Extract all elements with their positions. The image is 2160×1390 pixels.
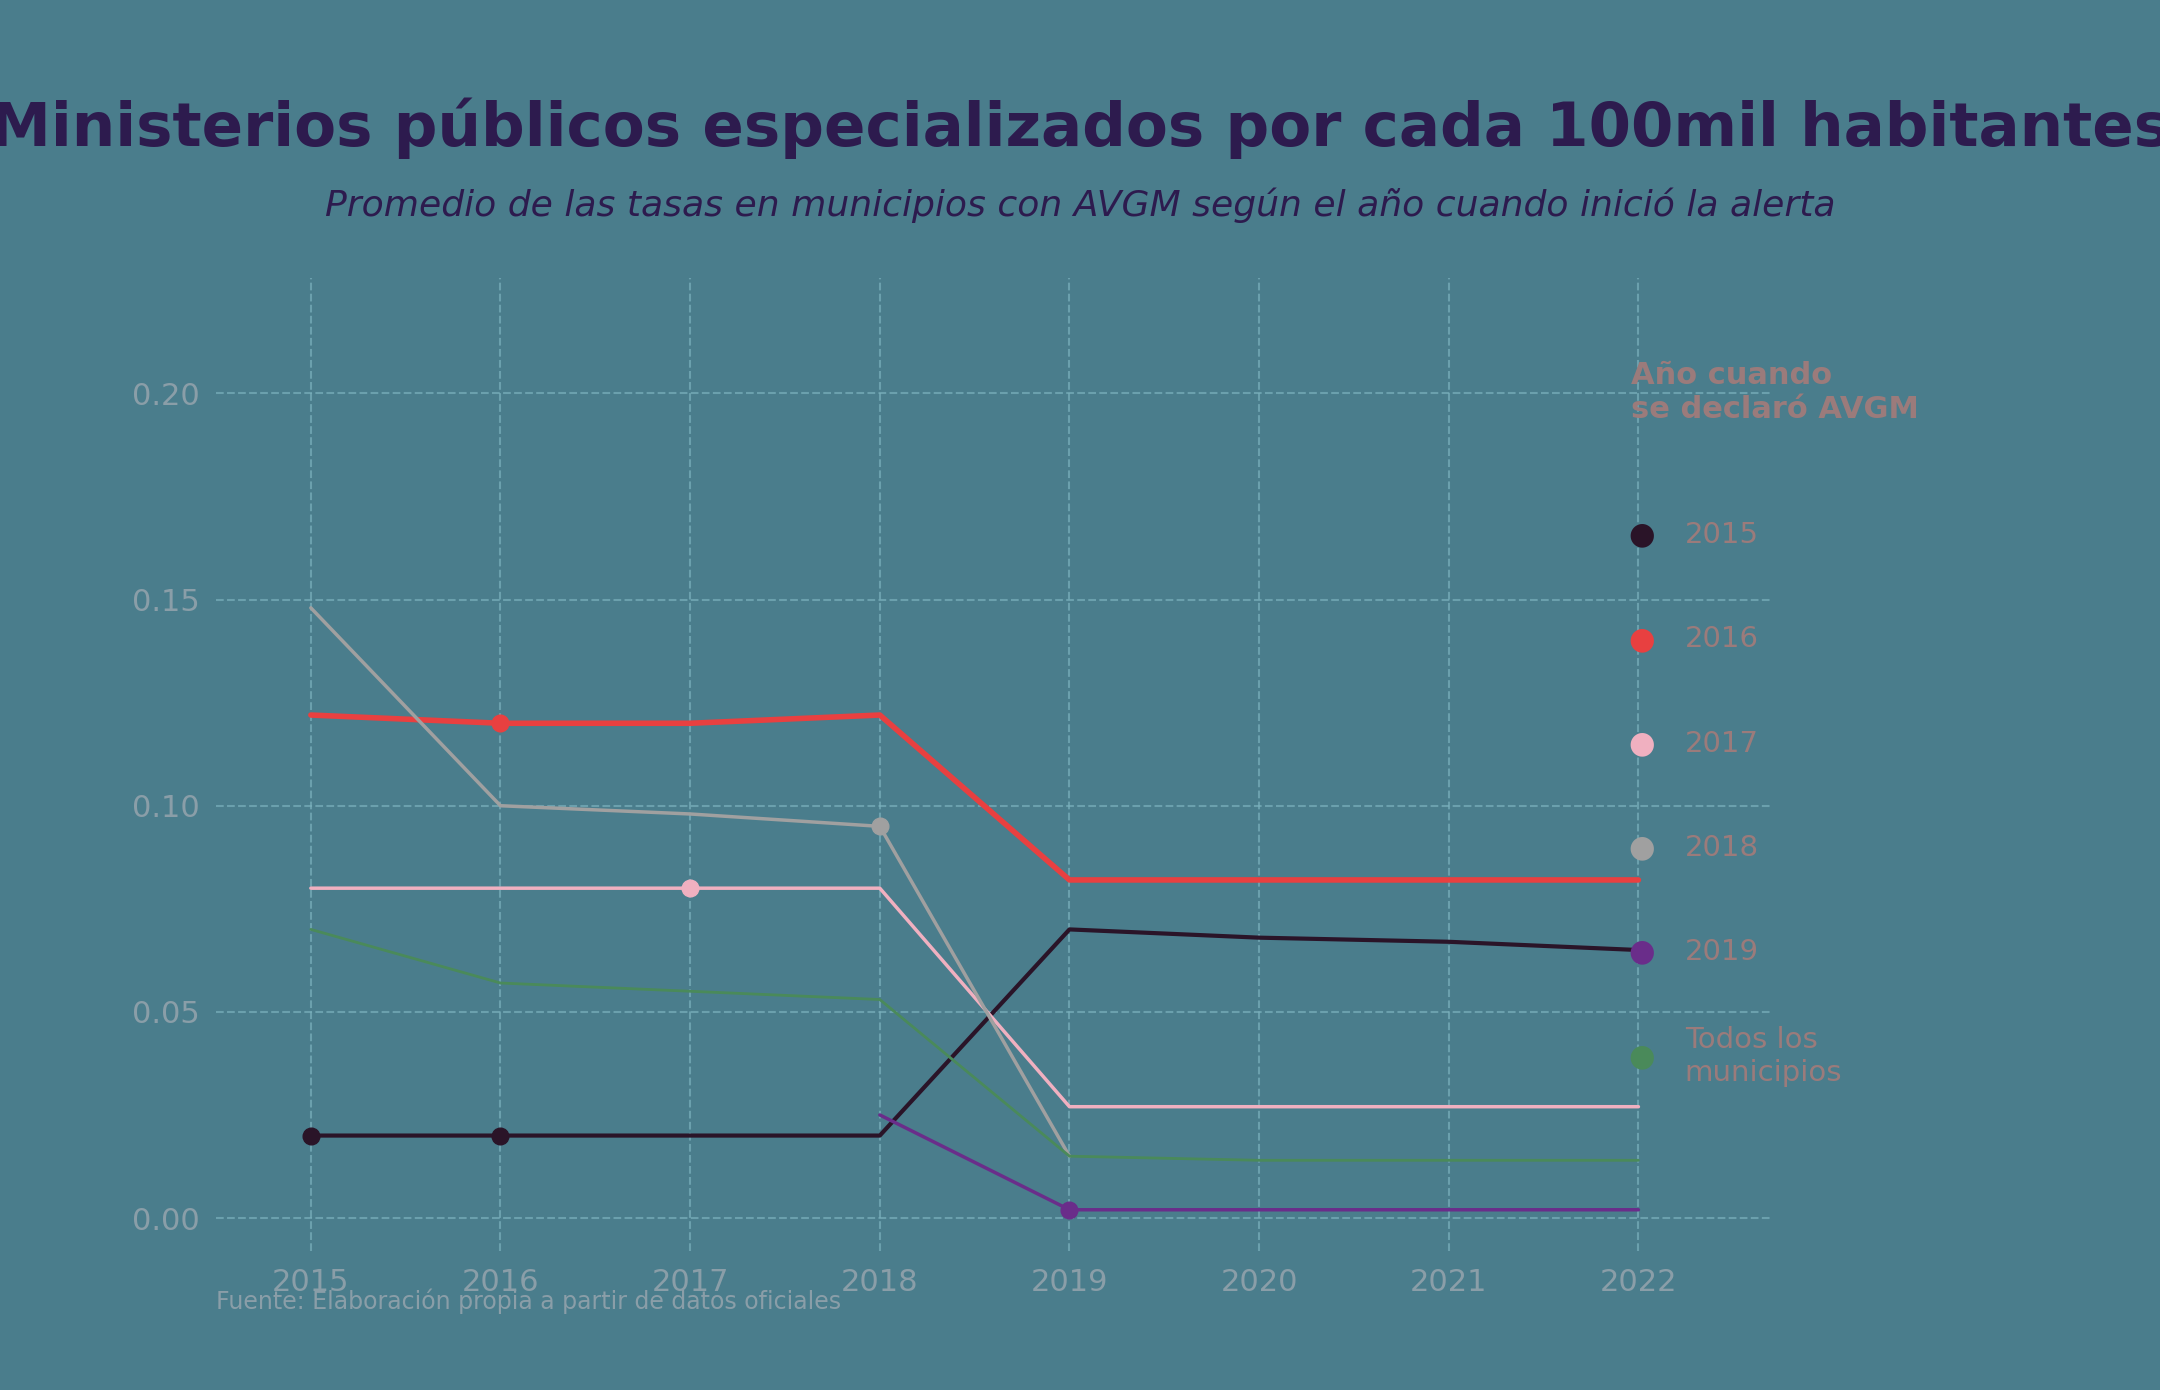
Text: Ministerios públicos especializados por cada 100mil habitantes: Ministerios públicos especializados por … (0, 97, 2160, 158)
Text: Año cuando
se declaró AVGM: Año cuando se declaró AVGM (1631, 361, 1918, 424)
Text: 2017: 2017 (1685, 730, 1758, 758)
Text: Todos los
municipios: Todos los municipios (1685, 1026, 1842, 1087)
Text: ●: ● (1629, 834, 1655, 862)
Text: ●: ● (1629, 730, 1655, 758)
Text: Fuente: Elaboración propia a partir de datos oficiales: Fuente: Elaboración propia a partir de d… (216, 1289, 840, 1314)
Text: ●: ● (1629, 938, 1655, 966)
Text: 2016: 2016 (1685, 626, 1758, 653)
Text: 2015: 2015 (1685, 521, 1758, 549)
Text: ●: ● (1629, 626, 1655, 653)
Text: Promedio de las tasas en municipios con AVGM según el año cuando inició la alert: Promedio de las tasas en municipios con … (324, 188, 1836, 224)
Text: 2019: 2019 (1685, 938, 1758, 966)
Text: ●: ● (1629, 521, 1655, 549)
Text: 2018: 2018 (1685, 834, 1758, 862)
Text: ●: ● (1629, 1042, 1655, 1070)
